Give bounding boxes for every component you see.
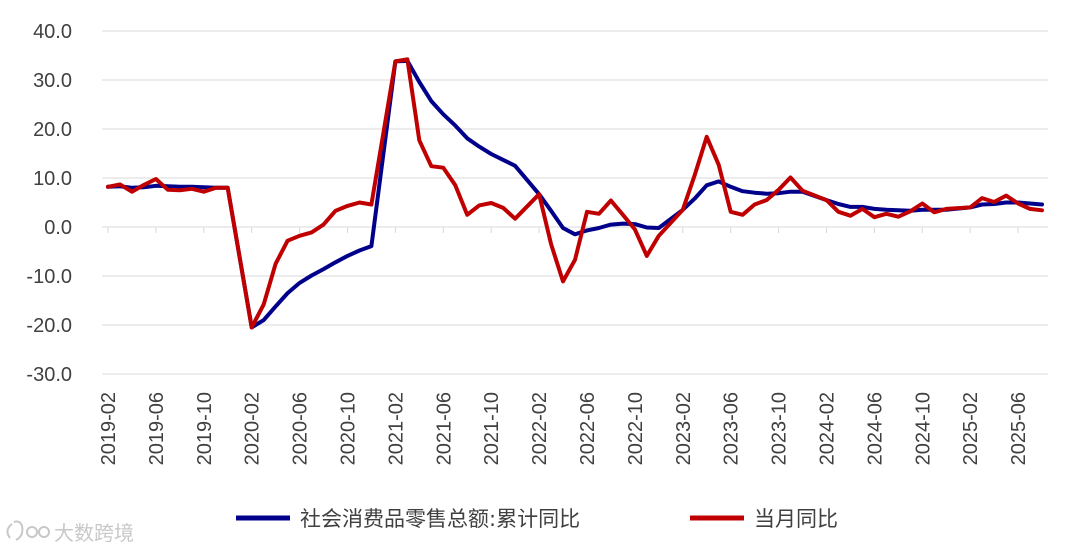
- grid-lines: [102, 30, 1048, 375]
- x-tick-label: 2021-10: [481, 392, 503, 465]
- x-tick-label: 2019-02: [98, 392, 120, 465]
- x-tick-label: 2019-10: [194, 392, 216, 465]
- x-tick-label: 2022-10: [625, 392, 647, 465]
- watermark-logo-icon: [6, 520, 50, 541]
- y-tick-label: 20.0: [33, 119, 72, 141]
- y-tick-label: 30.0: [33, 70, 72, 92]
- x-tick-label: 2020-06: [290, 392, 312, 465]
- y-tick-label: 40.0: [33, 21, 72, 43]
- y-tick-label: -30.0: [26, 364, 72, 386]
- y-axis: -30.0 -20.0 -10.0 0.0 10.0 20.0 30.0 40.0: [26, 21, 72, 386]
- series-lines: [106, 57, 1044, 330]
- y-tick-label: 0.0: [44, 217, 72, 239]
- x-tick-label: 2022-06: [577, 392, 599, 465]
- x-tick-label: 2024-02: [816, 392, 838, 465]
- y-tick-label: -10.0: [26, 266, 72, 288]
- y-tick-label: -20.0: [26, 315, 72, 337]
- x-tick-label: 2021-06: [433, 392, 455, 465]
- x-tick-label: 2024-10: [912, 392, 934, 465]
- x-tick-label: 2020-02: [242, 392, 264, 465]
- x-tick-label: 2025-06: [1008, 392, 1030, 465]
- x-tick-label: 2023-10: [769, 392, 791, 465]
- legend-label-monthly: 当月同比: [754, 507, 838, 531]
- x-tick-label: 2019-06: [146, 392, 168, 465]
- legend-label-cumulative: 社会消费品零售总额:累计同比: [300, 507, 580, 531]
- x-tick-label: 2022-02: [529, 392, 551, 465]
- x-tick-label: 2023-06: [721, 392, 743, 465]
- y-tick-label: 10.0: [33, 168, 72, 190]
- x-axis: 2019-02 2019-06 2019-10 2020-02 2020-06 2020-…: [98, 226, 1048, 465]
- x-tick-label: 2024-06: [864, 392, 886, 465]
- watermark-text: 大数跨境: [54, 521, 134, 545]
- legend: 社会消费品零售总额:累计同比 当月同比: [236, 507, 838, 531]
- x-tick-label: 2021-02: [385, 392, 407, 465]
- series-line-monthly: [106, 57, 1044, 330]
- series-line-cumulative: [106, 58, 1044, 330]
- x-tick-label: 2023-02: [673, 392, 695, 465]
- x-tick-label: 2020-10: [337, 392, 359, 465]
- watermark: 大数跨境: [6, 520, 134, 545]
- x-tick-label: 2025-02: [960, 392, 982, 465]
